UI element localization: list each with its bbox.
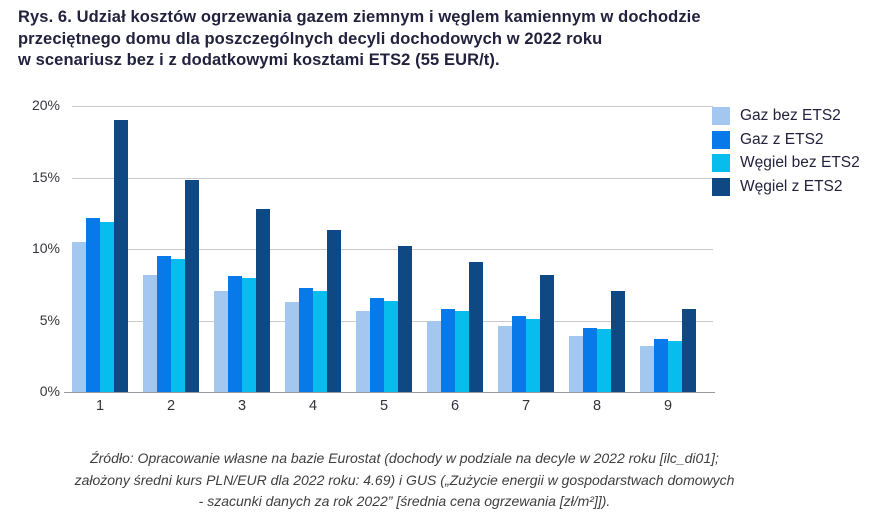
bar-węgiel-bez-ets2-decyl-6: [455, 310, 469, 392]
legend-item-gaz-bez-ets2: Gaz bez ETS2: [712, 107, 860, 125]
legend-swatch-icon: [712, 107, 730, 125]
bar-gaz-z-ets2-decyl-8: [583, 327, 597, 392]
bar-gaz-z-ets2-decyl-3: [228, 276, 242, 392]
figure-title: Rys. 6. Udział kosztów ogrzewania gazem …: [18, 7, 848, 72]
bar-gaz-z-ets2-decyl-2: [157, 256, 171, 392]
bar-gaz-bez-ets2-decyl-6: [427, 320, 441, 392]
bar-węgiel-z-ets2-decyl-7: [540, 274, 554, 392]
bar-gaz-z-ets2-decyl-9: [654, 339, 668, 392]
bar-gaz-bez-ets2-decyl-9: [640, 346, 654, 392]
x-tick-label-7: 7: [521, 398, 531, 414]
bar-gaz-bez-ets2-decyl-8: [569, 336, 583, 392]
gridline-20: [72, 106, 713, 107]
bar-group-5: [356, 246, 412, 392]
bar-węgiel-bez-ets2-decyl-5: [384, 300, 398, 392]
bar-węgiel-bez-ets2-decyl-8: [597, 329, 611, 392]
bar-group-1: [72, 120, 128, 392]
figure-title-line-1: Rys. 6. Udział kosztów ogrzewania gazem …: [18, 8, 701, 26]
gridline-15: [72, 177, 713, 179]
x-tick-label-9: 9: [663, 398, 673, 414]
bar-węgiel-z-ets2-decyl-5: [398, 246, 412, 392]
bar-gaz-z-ets2-decyl-1: [86, 217, 100, 392]
bar-gaz-z-ets2-decyl-7: [512, 316, 526, 392]
bar-węgiel-z-ets2-decyl-1: [114, 120, 128, 392]
x-tick-label-6: 6: [450, 398, 460, 414]
figure-title-line-3: w scenariusz bez i z dodatkowymi kosztam…: [18, 51, 500, 69]
bar-węgiel-bez-ets2-decyl-4: [313, 290, 327, 392]
bar-węgiel-bez-ets2-decyl-1: [100, 221, 114, 392]
bar-gaz-bez-ets2-decyl-5: [356, 310, 370, 392]
y-tick-label-5: 5%: [39, 311, 60, 328]
gridline-10: [72, 249, 713, 250]
bar-gaz-bez-ets2-decyl-3: [214, 290, 228, 392]
legend-swatch-icon: [712, 177, 730, 196]
bar-group-6: [427, 261, 483, 392]
bar-group-7: [498, 274, 554, 392]
x-tick-label-8: 8: [592, 398, 602, 414]
bar-gaz-z-ets2-decyl-4: [299, 287, 313, 392]
y-tick-label-20: 20%: [31, 97, 60, 113]
bar-group-3: [214, 209, 270, 392]
legend-label: Gaz bez ETS2: [740, 107, 841, 124]
y-tick-label-10: 10%: [31, 240, 60, 256]
bar-group-9: [640, 309, 696, 392]
bar-węgiel-z-ets2-decyl-6: [469, 261, 483, 392]
legend-swatch-icon: [712, 154, 730, 172]
bar-węgiel-z-ets2-decyl-2: [185, 180, 199, 392]
bar-węgiel-bez-ets2-decyl-3: [242, 277, 256, 392]
bar-węgiel-bez-ets2-decyl-9: [668, 340, 682, 392]
legend-item-gaz-z-ets2: Gaz z ETS2: [712, 130, 860, 149]
legend-label: Węgiel bez ETS2: [740, 154, 860, 171]
legend-item-węgiel-bez-ets2: Węgiel bez ETS2: [712, 154, 860, 172]
figure-source-line-3: - szacunki danych za rok 2022” [średnia …: [198, 493, 611, 509]
bar-węgiel-z-ets2-decyl-3: [256, 209, 270, 392]
bar-węgiel-bez-ets2-decyl-2: [171, 259, 185, 392]
x-tick-label-2: 2: [166, 398, 176, 414]
bar-group-4: [285, 230, 341, 392]
x-tick-label-4: 4: [308, 398, 318, 414]
bar-gaz-bez-ets2-decyl-4: [285, 301, 299, 392]
legend-label: Węgiel z ETS2: [740, 177, 843, 195]
bar-gaz-bez-ets2-decyl-2: [143, 274, 157, 392]
x-tick-label-1: 1: [95, 398, 105, 414]
bar-węgiel-z-ets2-decyl-4: [327, 230, 341, 392]
x-tick-label-5: 5: [379, 398, 389, 414]
legend: Gaz bez ETS2 Gaz z ETS2 Węgiel bez ETS2 Węg…: [712, 107, 860, 201]
figure-source: Źródło: Opracowanie własne na bazie Euro…: [18, 448, 791, 513]
bar-group-8: [569, 290, 625, 392]
bar-gaz-bez-ets2-decyl-7: [498, 326, 512, 392]
bar-gaz-z-ets2-decyl-6: [441, 309, 455, 392]
legend-swatch-icon: [712, 130, 730, 149]
bar-gaz-bez-ets2-decyl-1: [72, 241, 86, 392]
legend-item-węgiel-z-ets2: Węgiel z ETS2: [712, 177, 860, 196]
y-tick-label-0: 0%: [39, 383, 60, 399]
figure-source-line-2: założony średni kurs PLN/EUR dla 2022 ro…: [74, 471, 735, 488]
bar-group-2: [143, 180, 199, 392]
plot-area: 0% 5% 10% 15% 20% 1 2 3 4 5 6 7 8 9: [32, 97, 715, 414]
bar-węgiel-z-ets2-decyl-9: [682, 309, 696, 392]
x-axis-line: [64, 392, 715, 393]
figure-source-line-1: Źródło: Opracowanie własne na bazie Euro…: [90, 450, 719, 466]
x-tick-label-3: 3: [237, 398, 247, 414]
figure-title-line-2: przeciętnego domu dla poszczególnych dec…: [18, 29, 603, 48]
bar-gaz-z-ets2-decyl-5: [370, 297, 384, 392]
legend-label: Gaz z ETS2: [740, 130, 824, 148]
bar-węgiel-z-ets2-decyl-8: [611, 290, 625, 392]
bar-węgiel-bez-ets2-decyl-7: [526, 319, 540, 392]
y-tick-label-15: 15%: [31, 168, 60, 185]
